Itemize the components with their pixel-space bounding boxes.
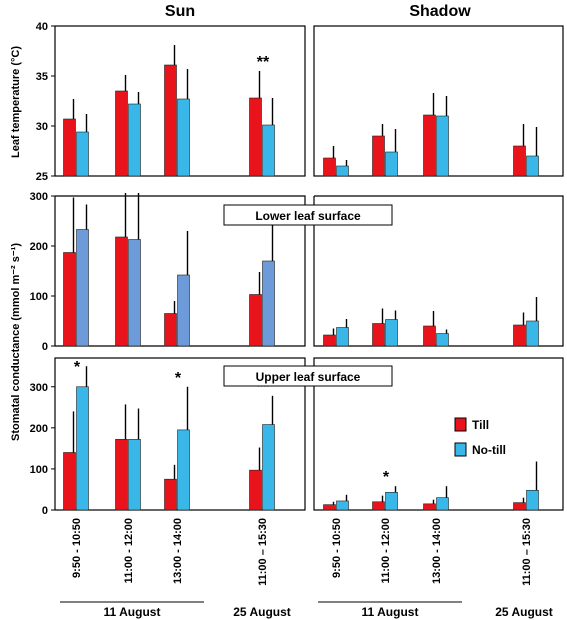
bar-no-till: [385, 151, 398, 177]
bar-no-till: [128, 239, 141, 347]
bar-till: [164, 313, 177, 347]
bar-no-till: [262, 124, 275, 177]
bar-till: [115, 236, 128, 347]
significance-marker: *: [74, 359, 81, 376]
panel-6: *: [313, 357, 564, 511]
x-category-label: 9:50 - 10:50: [331, 518, 343, 578]
legend-swatch-no-till: [454, 442, 467, 457]
bar-till: [164, 64, 177, 177]
bar-till: [372, 501, 385, 511]
bar-no-till: [76, 229, 89, 347]
x-category-label: 11:00 - 12:00: [380, 518, 392, 583]
bar-no-till: [262, 260, 275, 347]
legend-label-till: Till: [472, 418, 489, 432]
legend: Till No-till: [454, 417, 506, 457]
bar-no-till: [128, 103, 141, 177]
panel-1: 25 30 35 40 **: [36, 21, 306, 183]
bar-till: [513, 502, 526, 511]
bar-till: [423, 114, 436, 177]
x-category-label: 9:50 - 10:50: [71, 518, 83, 578]
bar-no-till: [76, 386, 89, 511]
bar-till: [372, 135, 385, 177]
date-label-sun-11aug: 11 August: [104, 605, 161, 619]
bar-no-till: [177, 429, 190, 511]
bar-till: [249, 294, 262, 347]
legend-label-no-till: No-till: [472, 443, 506, 457]
bar-till: [164, 478, 177, 511]
bar-no-till: [336, 500, 349, 511]
x-category-label: 11:00 – 15:30: [257, 518, 269, 586]
bar-till: [63, 118, 76, 177]
bar-till: [63, 252, 76, 347]
upper-surface-label: Upper leaf surface: [256, 370, 361, 384]
bar-till: [423, 325, 436, 347]
y-tick-label: 100: [30, 464, 48, 476]
bar-till: [372, 323, 385, 347]
y-tick-label: 100: [30, 291, 48, 303]
bar-no-till: [128, 439, 141, 511]
bar-no-till: [336, 327, 349, 347]
bar-till: [249, 469, 262, 511]
x-category-label: 13:00 - 14:00: [431, 518, 443, 584]
bar-till: [513, 145, 526, 177]
y-axis-label-conductance: Stomatal conductance (mmol m⁻² s⁻¹): [10, 243, 22, 441]
bar-no-till: [385, 492, 398, 511]
bar-till: [323, 504, 336, 511]
y-axis-label-temperature: Leaf temperature (°C): [10, 46, 22, 158]
significance-marker: *: [175, 370, 182, 387]
bar-no-till: [76, 131, 89, 177]
lower-surface-label-box: [223, 204, 393, 226]
x-category-label: 11:00 – 15:30: [521, 518, 533, 586]
y-tick-label: 200: [30, 241, 48, 253]
date-label-sun-25aug: 25 August: [233, 605, 291, 619]
bar-no-till: [336, 165, 349, 177]
upper-surface-label-box: [223, 365, 393, 387]
bar-till: [513, 324, 526, 347]
date-label-shadow-11aug: 11 August: [362, 605, 419, 619]
bar-no-till: [526, 320, 539, 347]
x-category-label: 11:00 - 12:00: [123, 518, 135, 583]
x-category-label: 13:00 - 14:00: [172, 518, 184, 584]
y-tick-label: 0: [42, 341, 48, 353]
bar-no-till: [436, 333, 449, 347]
significance-marker: **: [257, 54, 270, 71]
bar-till: [115, 90, 128, 177]
bar-no-till: [436, 497, 449, 511]
date-label-shadow-25aug: 25 August: [495, 605, 553, 619]
y-tick-label: 200: [30, 423, 48, 435]
y-tick-label: 40: [36, 21, 48, 33]
panel-4: [313, 195, 564, 347]
bar-no-till: [526, 489, 539, 511]
bar-no-till: [526, 155, 539, 177]
y-tick-label: 30: [36, 121, 48, 133]
y-tick-label: 300: [30, 191, 48, 203]
y-tick-label: 25: [36, 171, 48, 183]
bar-till: [249, 97, 262, 177]
significance-marker: *: [383, 469, 390, 486]
panel-frame: [313, 195, 564, 347]
lower-surface-label: Lower leaf surface: [255, 209, 361, 223]
panel-2: [313, 25, 564, 177]
bar-no-till: [436, 115, 449, 177]
bar-till: [323, 157, 336, 177]
legend-swatch-till: [454, 417, 467, 432]
bar-till: [323, 334, 336, 347]
bar-no-till: [177, 274, 190, 347]
column-title-shadow: Shadow: [409, 3, 471, 20]
y-tick-label: 0: [42, 505, 48, 517]
y-tick-label: 35: [36, 71, 48, 83]
x-category-labels: 9:50 - 10:50 11:00 - 12:00 13:00 - 14:00 11…: [71, 518, 533, 586]
bar-till: [63, 452, 76, 511]
bar-no-till: [262, 424, 275, 511]
y-tick-label: 300: [30, 382, 48, 394]
column-title-sun: Sun: [165, 3, 195, 20]
bar-till: [115, 439, 128, 511]
bar-no-till: [177, 98, 190, 177]
bar-no-till: [385, 319, 398, 347]
bar-till: [423, 503, 436, 511]
